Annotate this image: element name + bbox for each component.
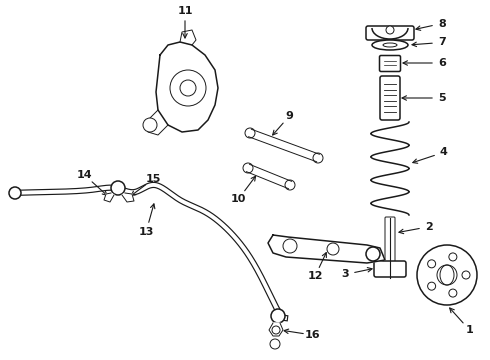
Circle shape [271,309,285,323]
Circle shape [270,339,280,349]
Text: 12: 12 [307,271,323,281]
Text: 16: 16 [305,330,321,340]
Circle shape [272,326,280,334]
FancyBboxPatch shape [374,261,406,277]
FancyBboxPatch shape [380,76,400,120]
Circle shape [327,243,339,255]
Text: 1: 1 [466,325,473,335]
Circle shape [283,239,297,253]
Circle shape [428,282,436,290]
Polygon shape [156,42,218,132]
Text: 6: 6 [438,58,446,68]
Text: 8: 8 [438,18,446,28]
Text: 9: 9 [286,111,294,121]
Circle shape [111,181,125,195]
Polygon shape [122,193,134,202]
Polygon shape [269,323,283,336]
Polygon shape [180,30,196,45]
Polygon shape [145,110,168,135]
Circle shape [462,271,470,279]
Text: 7: 7 [438,37,446,48]
Circle shape [285,180,295,190]
Circle shape [366,247,380,261]
FancyBboxPatch shape [385,217,395,269]
Circle shape [9,187,21,199]
Text: 5: 5 [438,93,446,103]
Polygon shape [104,193,114,202]
Ellipse shape [383,43,397,47]
FancyBboxPatch shape [379,55,400,72]
Circle shape [449,289,457,297]
Text: 14: 14 [77,170,93,180]
Circle shape [313,153,323,163]
Circle shape [428,260,436,268]
Text: 11: 11 [177,6,193,16]
Text: 10: 10 [231,194,246,204]
FancyBboxPatch shape [366,26,414,40]
Circle shape [386,26,394,34]
Circle shape [245,128,255,138]
Circle shape [170,70,206,106]
Text: 13: 13 [139,227,154,237]
Text: 15: 15 [146,174,161,184]
Text: 4: 4 [440,147,447,157]
Circle shape [143,118,157,132]
Circle shape [417,245,477,305]
Circle shape [243,163,253,173]
Circle shape [180,80,196,96]
Text: 2: 2 [425,222,433,232]
Circle shape [437,265,457,285]
Text: 3: 3 [342,269,349,279]
Ellipse shape [372,40,408,50]
Circle shape [449,253,457,261]
Polygon shape [268,235,385,263]
